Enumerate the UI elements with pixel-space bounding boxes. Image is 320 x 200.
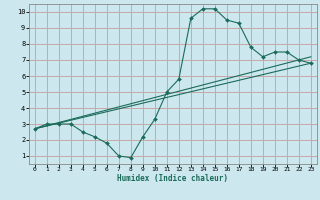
X-axis label: Humidex (Indice chaleur): Humidex (Indice chaleur) bbox=[117, 174, 228, 183]
